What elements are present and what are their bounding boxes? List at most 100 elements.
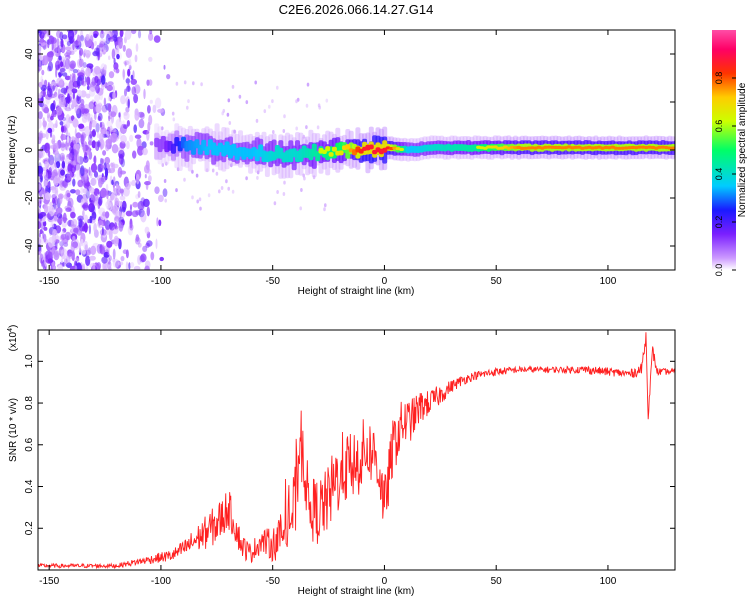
noise-blob xyxy=(125,249,129,259)
noise-blob xyxy=(147,105,151,114)
noise-blob xyxy=(64,258,68,264)
noise-blob xyxy=(77,215,84,222)
noise-blob xyxy=(93,33,98,39)
noise-blob xyxy=(58,51,61,56)
noise-blob xyxy=(144,174,147,179)
noise-blob xyxy=(57,218,62,224)
noise-blob xyxy=(175,81,179,86)
noise-blob xyxy=(132,70,135,80)
noise-blob xyxy=(109,128,117,133)
noise-blob xyxy=(183,177,186,182)
noise-blob xyxy=(60,38,64,48)
noise-blob xyxy=(105,183,109,192)
noise-blob xyxy=(47,258,54,264)
noise-blob xyxy=(102,44,110,53)
noise-blob xyxy=(132,201,139,208)
noise-blob xyxy=(49,159,55,171)
noise-blob xyxy=(303,176,306,181)
noise-blob xyxy=(92,51,99,57)
noise-blob xyxy=(54,186,59,197)
noise-blob xyxy=(103,265,107,270)
x-tick-label: 50 xyxy=(491,276,503,287)
noise-blob xyxy=(40,33,45,39)
noise-blob xyxy=(43,170,49,181)
noise-blob xyxy=(51,261,55,267)
noise-blob xyxy=(39,211,47,217)
ridge-cell xyxy=(338,150,344,156)
noise-blob xyxy=(47,236,55,248)
noise-blob xyxy=(66,192,71,198)
noise-blob xyxy=(195,173,199,178)
noise-blob xyxy=(144,181,151,186)
noise-blob xyxy=(226,112,230,117)
noise-blob xyxy=(101,173,104,178)
noise-blob xyxy=(38,183,42,191)
noise-blob xyxy=(125,182,131,190)
noise-blob xyxy=(38,237,42,245)
noise-blob xyxy=(42,220,47,227)
noise-blob xyxy=(51,134,56,141)
noise-blob xyxy=(125,106,130,113)
noise-blob xyxy=(126,141,130,150)
noise-blob xyxy=(153,35,161,43)
noise-blob xyxy=(137,242,142,248)
noise-blob xyxy=(67,197,74,209)
noise-blob xyxy=(108,31,114,37)
x-tick-label: 50 xyxy=(491,576,503,587)
snr-panel: -150 -100 -50 0 50 100 0.2 0.4 0.6 0.8 1.0 Height… xyxy=(7,325,676,597)
noise-blob xyxy=(56,30,62,39)
noise-blob xyxy=(38,111,43,120)
noise-blob xyxy=(83,144,86,154)
noise-blob xyxy=(56,207,63,215)
noise-blob xyxy=(105,33,111,45)
noise-blob xyxy=(256,175,259,180)
noise-blob xyxy=(74,265,78,270)
x-tick-label: 100 xyxy=(600,276,617,287)
noise-blob xyxy=(144,226,150,234)
noise-blob xyxy=(86,114,91,123)
noise-blob xyxy=(47,182,50,189)
colorbar-tick-label: 0.2 xyxy=(714,216,724,229)
noise-blob xyxy=(48,205,55,217)
noise-blob xyxy=(93,222,97,233)
noise-blob xyxy=(38,118,42,129)
noise-blob xyxy=(77,89,83,97)
noise-blob xyxy=(53,176,59,187)
noise-blob xyxy=(245,100,249,105)
noise-blob xyxy=(93,177,97,185)
noise-blob xyxy=(38,81,43,88)
noise-blob xyxy=(62,116,67,122)
noise-blob xyxy=(85,255,91,266)
noise-blob xyxy=(91,211,97,221)
colorbar: 0.0 0.2 0.4 0.6 0.8 Normalized spectral ampl… xyxy=(712,30,748,276)
noise-blob xyxy=(83,155,89,163)
noise-blob xyxy=(64,58,70,70)
noise-blob xyxy=(50,265,53,270)
noise-blob xyxy=(45,170,52,179)
noise-blob xyxy=(299,206,303,211)
noise-blob xyxy=(256,170,260,175)
noise-blob xyxy=(60,87,68,94)
noise-blob xyxy=(76,76,83,87)
noise-blob xyxy=(120,134,127,144)
noise-blob xyxy=(233,129,236,134)
noise-blob xyxy=(56,38,60,48)
noise-blob xyxy=(77,72,85,77)
figure-title: C2E6.2026.066.14.27.G14 xyxy=(279,2,434,17)
noise-blob xyxy=(60,156,65,162)
noise-blob xyxy=(283,114,286,119)
noise-blob xyxy=(62,212,67,224)
noise-blob xyxy=(107,103,112,113)
noise-blob xyxy=(48,154,55,166)
noise-blob xyxy=(112,248,116,260)
noise-blob xyxy=(147,121,151,132)
noise-blob xyxy=(80,249,86,256)
noise-blob xyxy=(72,68,78,74)
noise-blob xyxy=(218,189,221,194)
noise-blob xyxy=(42,101,46,109)
noise-blob xyxy=(137,200,145,211)
noise-blob xyxy=(215,171,219,176)
noise-blob xyxy=(263,109,267,114)
noise-blob xyxy=(138,118,145,129)
noise-blob xyxy=(77,34,81,42)
